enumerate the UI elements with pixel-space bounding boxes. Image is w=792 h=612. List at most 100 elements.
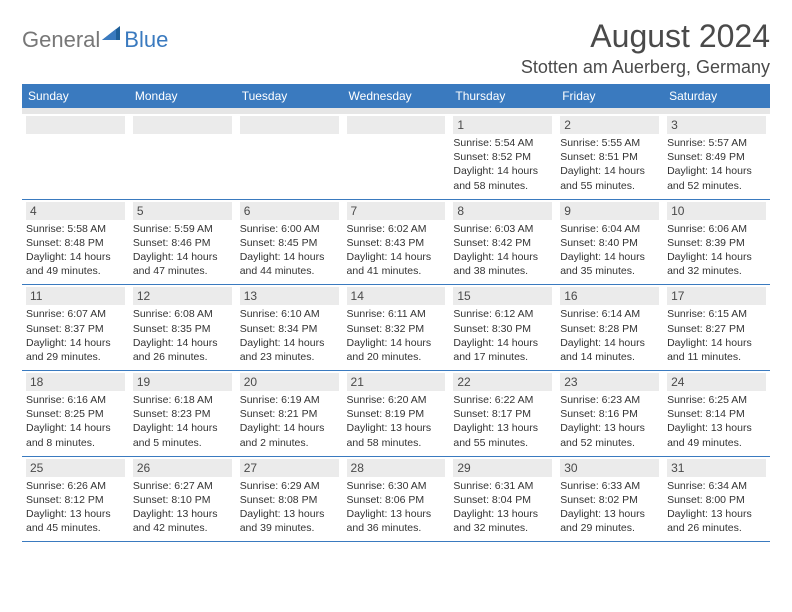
day-sr: Sunrise: 5:55 AM	[560, 136, 659, 150]
day-cell	[129, 114, 236, 199]
day-cell: 22 Sunrise: 6:22 AMSunset: 8:17 PMDayligh…	[449, 371, 556, 457]
day-number: 26	[133, 459, 232, 477]
day-cell: 14 Sunrise: 6:11 AMSunset: 8:32 PMDayligh…	[343, 285, 450, 371]
day-sr: Sunrise: 6:07 AM	[26, 307, 125, 321]
day-sr: Sunrise: 6:04 AM	[560, 222, 659, 236]
day-d1: Daylight: 13 hours	[347, 421, 446, 435]
day-d1: Daylight: 13 hours	[133, 507, 232, 521]
day-number: 3	[667, 116, 766, 134]
header: General Blue August 2024 Stotten am Auer…	[22, 18, 770, 78]
day-d1: Daylight: 14 hours	[26, 250, 125, 264]
day-d1: Daylight: 13 hours	[26, 507, 125, 521]
day-ss: Sunset: 8:10 PM	[133, 493, 232, 507]
week-row: 25Sunrise: 6:26 AMSunset: 8:12 PMDayligh…	[22, 456, 770, 542]
day-number: 30	[560, 459, 659, 477]
day-d2: and 55 minutes.	[453, 436, 552, 450]
day-d1: Daylight: 14 hours	[347, 336, 446, 350]
day-cell: 29Sunrise: 6:31 AMSunset: 8:04 PMDayligh…	[449, 456, 556, 542]
day-ss: Sunset: 8:30 PM	[453, 322, 552, 336]
day-cell: 10Sunrise: 6:06 AMSunset: 8:39 PMDayligh…	[663, 199, 770, 285]
day-d2: and 42 minutes.	[133, 521, 232, 535]
day-sr: Sunrise: 6:33 AM	[560, 479, 659, 493]
day-cell: 5Sunrise: 5:59 AMSunset: 8:46 PMDaylight…	[129, 199, 236, 285]
day-d2: and 58 minutes.	[347, 436, 446, 450]
day-info: Sunrise: 6:15 AMSunset: 8:27 PMDaylight:…	[667, 307, 766, 364]
day-info: Sunrise: 5:55 AMSunset: 8:51 PMDaylight:…	[560, 136, 659, 193]
day-ss: Sunset: 8:28 PM	[560, 322, 659, 336]
day-d1: Daylight: 13 hours	[453, 421, 552, 435]
day-number: 21	[347, 373, 446, 391]
day-d2: and 5 minutes.	[133, 436, 232, 450]
day-d2: and 2 minutes.	[240, 436, 339, 450]
week-row: 11Sunrise: 6:07 AMSunset: 8:37 PMDayligh…	[22, 285, 770, 371]
day-ss: Sunset: 8:32 PM	[347, 322, 446, 336]
day-ss: Sunset: 8:21 PM	[240, 407, 339, 421]
day-d2: and 14 minutes.	[560, 350, 659, 364]
day-d2: and 26 minutes.	[133, 350, 232, 364]
day-ss: Sunset: 8:48 PM	[26, 236, 125, 250]
day-cell: 30Sunrise: 6:33 AMSunset: 8:02 PMDayligh…	[556, 456, 663, 542]
day-sr: Sunrise: 6:27 AM	[133, 479, 232, 493]
day-number: 31	[667, 459, 766, 477]
day-number: 17	[667, 287, 766, 305]
day-number: 11	[26, 287, 125, 305]
day-info: Sunrise: 6:31 AMSunset: 8:04 PMDaylight:…	[453, 479, 552, 536]
day-cell: 7Sunrise: 6:02 AMSunset: 8:43 PMDaylight…	[343, 199, 450, 285]
day-sr: Sunrise: 6:25 AM	[667, 393, 766, 407]
empty-day-band	[26, 116, 125, 134]
day-cell: 31 Sunrise: 6:34 AMSunset: 8:00 PMDayligh…	[663, 456, 770, 542]
day-cell: 9Sunrise: 6:04 AMSunset: 8:40 PMDaylight…	[556, 199, 663, 285]
day-d2: and 26 minutes.	[667, 521, 766, 535]
day-ss: Sunset: 8:34 PM	[240, 322, 339, 336]
day-d1: Daylight: 13 hours	[453, 507, 552, 521]
day-cell: 26 Sunrise: 6:27 AMSunset: 8:10 PMDayligh…	[129, 456, 236, 542]
day-ss: Sunset: 8:52 PM	[453, 150, 552, 164]
day-d1: Daylight: 14 hours	[240, 421, 339, 435]
day-number: 22	[453, 373, 552, 391]
day-ss: Sunset: 8:04 PM	[453, 493, 552, 507]
day-sr: Sunrise: 6:10 AM	[240, 307, 339, 321]
day-sr: Sunrise: 6:31 AM	[453, 479, 552, 493]
day-info: Sunrise: 5:57 AMSunset: 8:49 PMDaylight:…	[667, 136, 766, 193]
day-d2: and 29 minutes.	[26, 350, 125, 364]
day-d1: Daylight: 13 hours	[347, 507, 446, 521]
day-sr: Sunrise: 6:23 AM	[560, 393, 659, 407]
day-d1: Daylight: 14 hours	[133, 336, 232, 350]
day-info: Sunrise: 6:11 AMSunset: 8:32 PMDaylight:…	[347, 307, 446, 364]
day-info: Sunrise: 5:58 AMSunset: 8:48 PMDaylight:…	[26, 222, 125, 279]
location: Stotten am Auerberg, Germany	[521, 57, 770, 78]
day-info: Sunrise: 6:34 AMSunset: 8:00 PMDaylight:…	[667, 479, 766, 536]
day-info: Sunrise: 6:22 AMSunset: 8:17 PMDaylight:…	[453, 393, 552, 450]
day-d1: Daylight: 14 hours	[667, 164, 766, 178]
day-number: 14	[347, 287, 446, 305]
day-d2: and 58 minutes.	[453, 179, 552, 193]
day-ss: Sunset: 8:51 PM	[560, 150, 659, 164]
day-sr: Sunrise: 6:16 AM	[26, 393, 125, 407]
day-info: Sunrise: 6:00 AMSunset: 8:45 PMDaylight:…	[240, 222, 339, 279]
day-cell: 2Sunrise: 5:55 AMSunset: 8:51 PMDaylight…	[556, 114, 663, 199]
day-ss: Sunset: 8:06 PM	[347, 493, 446, 507]
empty-day-band	[133, 116, 232, 134]
day-number: 20	[240, 373, 339, 391]
day-d2: and 47 minutes.	[133, 264, 232, 278]
day-ss: Sunset: 8:37 PM	[26, 322, 125, 336]
logo-text-blue: Blue	[124, 27, 168, 53]
day-header: Thursday	[449, 84, 556, 108]
day-sr: Sunrise: 6:22 AM	[453, 393, 552, 407]
day-ss: Sunset: 8:45 PM	[240, 236, 339, 250]
week-row: 4Sunrise: 5:58 AMSunset: 8:48 PMDaylight…	[22, 199, 770, 285]
day-cell: 18Sunrise: 6:16 AMSunset: 8:25 PMDayligh…	[22, 371, 129, 457]
day-d2: and 29 minutes.	[560, 521, 659, 535]
day-cell: 12Sunrise: 6:08 AMSunset: 8:35 PMDayligh…	[129, 285, 236, 371]
day-d1: Daylight: 14 hours	[667, 250, 766, 264]
day-sr: Sunrise: 6:00 AM	[240, 222, 339, 236]
day-cell: 24Sunrise: 6:25 AMSunset: 8:14 PMDayligh…	[663, 371, 770, 457]
day-d1: Daylight: 14 hours	[453, 250, 552, 264]
day-d1: Daylight: 14 hours	[26, 421, 125, 435]
day-info: Sunrise: 6:07 AMSunset: 8:37 PMDaylight:…	[26, 307, 125, 364]
day-cell: 28Sunrise: 6:30 AMSunset: 8:06 PMDayligh…	[343, 456, 450, 542]
day-header: Wednesday	[343, 84, 450, 108]
day-sr: Sunrise: 6:03 AM	[453, 222, 552, 236]
day-info: Sunrise: 6:19 AMSunset: 8:21 PMDaylight:…	[240, 393, 339, 450]
day-info: Sunrise: 6:25 AMSunset: 8:14 PMDaylight:…	[667, 393, 766, 450]
